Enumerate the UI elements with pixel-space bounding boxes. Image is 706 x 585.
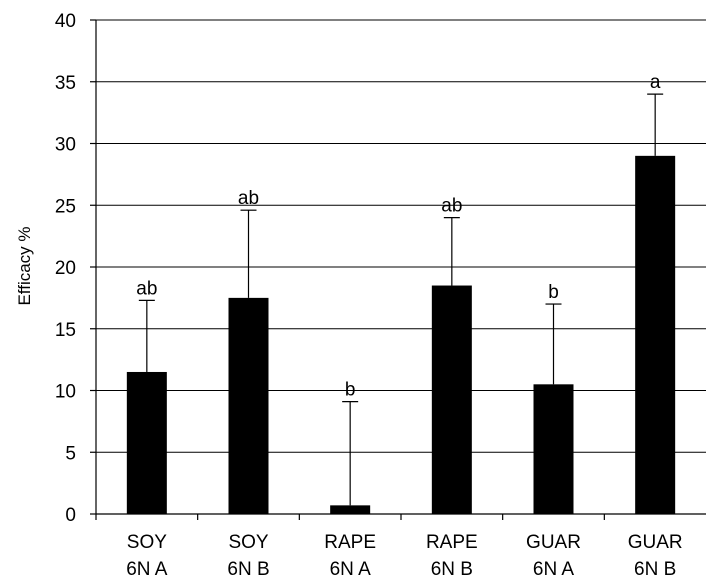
x-category-label-1: SOY 6N B xyxy=(227,532,269,580)
x-category-label-5: GUAR 6N B xyxy=(628,532,683,580)
x-category-label-2: RAPE 6N A xyxy=(324,532,376,580)
significance-label-3: ab xyxy=(441,196,462,217)
y-tick-label: 40 xyxy=(55,11,76,32)
significance-label-0: ab xyxy=(136,278,157,299)
bar-1 xyxy=(228,297,269,514)
category-labels: SOY 6N A SOY 6N B RAPE 6N A RAPE 6N B GUAR 6N A GU… xyxy=(126,532,682,580)
error-bars xyxy=(138,93,664,506)
significance-label-2: b xyxy=(345,380,356,401)
bar-5 xyxy=(635,155,676,514)
y-tick-label: 30 xyxy=(55,135,76,156)
bar-2 xyxy=(330,505,371,514)
significance-label-4: b xyxy=(548,282,559,303)
significance-label-1: ab xyxy=(238,188,259,209)
gridlines xyxy=(96,19,706,453)
y-tick-labels: 0 5 10 15 20 25 30 35 40 xyxy=(55,11,96,526)
significance-labels: ab ab b ab b a xyxy=(136,72,661,401)
y-tick-label: 20 xyxy=(55,258,76,279)
y-tick-label: 15 xyxy=(55,320,76,341)
bars xyxy=(126,155,676,514)
bar-3 xyxy=(431,285,472,514)
y-tick-label: 5 xyxy=(65,443,76,464)
y-tick-label: 25 xyxy=(55,196,76,217)
bar-0 xyxy=(126,371,167,514)
y-tick-label: 0 xyxy=(65,505,76,526)
x-category-label-4: GUAR 6N A xyxy=(526,532,581,580)
y-tick-label: 35 xyxy=(55,73,76,94)
y-tick-label: 10 xyxy=(55,382,76,403)
axes xyxy=(95,20,706,520)
y-axis-title: Efficacy % xyxy=(15,226,34,305)
x-category-label-0: SOY 6N A xyxy=(126,532,168,580)
x-category-label-3: RAPE 6N B xyxy=(426,532,478,580)
significance-label-5: a xyxy=(650,72,661,93)
bar-4 xyxy=(533,384,574,514)
